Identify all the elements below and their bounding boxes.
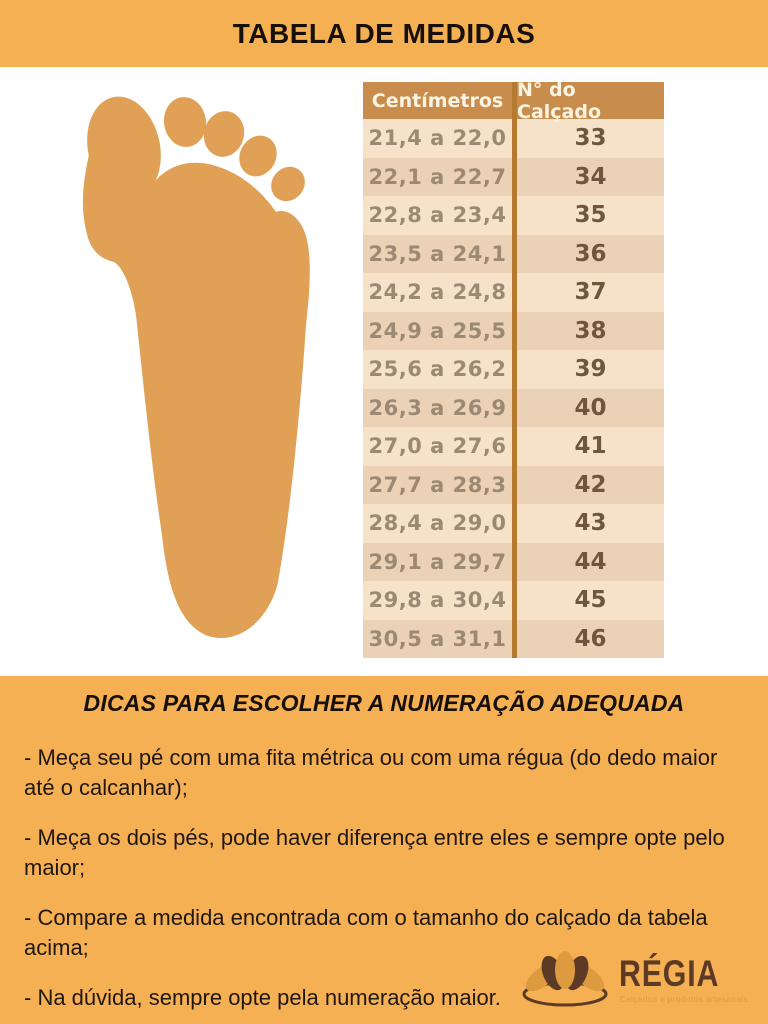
size-table-rows: 21,4 a 22,0 33 22,1 a 22,7 34 22,8 a 23,4 35 2… — [363, 119, 664, 658]
cell-shoe-size: 40 — [574, 394, 607, 421]
table-column-divider — [512, 82, 517, 658]
cell-centimeters: 22,1 a 22,7 — [368, 164, 507, 189]
cell-centimeters: 29,8 a 30,4 — [368, 588, 507, 613]
cell-shoe-size: 39 — [574, 356, 607, 383]
size-table: Centímetros N° do Calçado 21,4 a 22,0 33 2… — [363, 78, 664, 658]
cell-shoe-size: 44 — [574, 548, 607, 575]
brand-text-block: RÉGIA Calçados e produtos artesanais — [619, 952, 748, 1004]
column-header-centimeters: Centímetros — [371, 89, 504, 112]
cell-shoe-size: 38 — [574, 317, 607, 344]
cell-shoe-size: 45 — [574, 587, 607, 614]
tips-section: DICAS PARA ESCOLHER A NUMERAÇÃO ADEQUADA… — [0, 676, 768, 1024]
cell-shoe-size: 36 — [574, 240, 607, 267]
cell-centimeters: 22,8 a 23,4 — [368, 203, 507, 228]
cell-centimeters: 21,4 a 22,0 — [368, 126, 507, 151]
cell-shoe-size: 35 — [574, 202, 607, 229]
cell-centimeters: 24,9 a 25,5 — [368, 318, 507, 343]
cell-centimeters: 24,2 a 24,8 — [368, 280, 507, 305]
tip-measure-both-feet: - Meça os dois pés, pode haver diferença… — [24, 825, 725, 880]
brand-tagline: Calçados e produtos artesanais — [619, 993, 748, 1004]
cell-shoe-size: 37 — [574, 279, 607, 306]
page-title: TABELA DE MEDIDAS — [232, 17, 536, 49]
tips-heading: DICAS PARA ESCOLHER A NUMERAÇÃO ADEQUADA — [83, 690, 685, 716]
cell-centimeters: 27,0 a 27,6 — [368, 434, 507, 459]
cell-shoe-size: 46 — [574, 625, 607, 652]
tip-compare-table: - Compare a medida encontrada com o tama… — [24, 905, 708, 960]
cell-centimeters: 30,5 a 31,1 — [368, 626, 507, 651]
cell-shoe-size: 33 — [574, 125, 607, 152]
header-band: TABELA DE MEDIDAS — [0, 0, 768, 67]
foot-icon — [82, 96, 310, 639]
cell-shoe-size: 34 — [574, 163, 607, 190]
cell-centimeters: 26,3 a 26,9 — [368, 395, 507, 420]
tip-measure-foot: - Meça seu pé com uma fita métrica ou co… — [24, 745, 718, 800]
lotus-icon — [522, 951, 608, 1007]
cell-centimeters: 28,4 a 29,0 — [368, 511, 507, 536]
cell-shoe-size: 41 — [574, 433, 607, 460]
footprint-image — [78, 90, 313, 645]
tip-when-in-doubt: - Na dúvida, sempre opte pela numeração … — [24, 985, 501, 1010]
cell-centimeters: 27,7 a 28,3 — [368, 472, 507, 497]
cell-shoe-size: 43 — [574, 510, 607, 537]
column-header-shoe-size: N° do Calçado — [517, 78, 602, 123]
brand-logo: RÉGIA Calçados e produtos artesanais — [519, 948, 748, 1012]
cell-centimeters: 29,1 a 29,7 — [368, 549, 507, 574]
cell-shoe-size: 42 — [574, 471, 607, 498]
cell-centimeters: 25,6 a 26,2 — [368, 357, 507, 382]
cell-centimeters: 23,5 a 24,1 — [368, 241, 507, 266]
brand-name: RÉGIA — [619, 952, 720, 994]
main-section: Centímetros N° do Calçado 21,4 a 22,0 33 2… — [0, 67, 768, 676]
